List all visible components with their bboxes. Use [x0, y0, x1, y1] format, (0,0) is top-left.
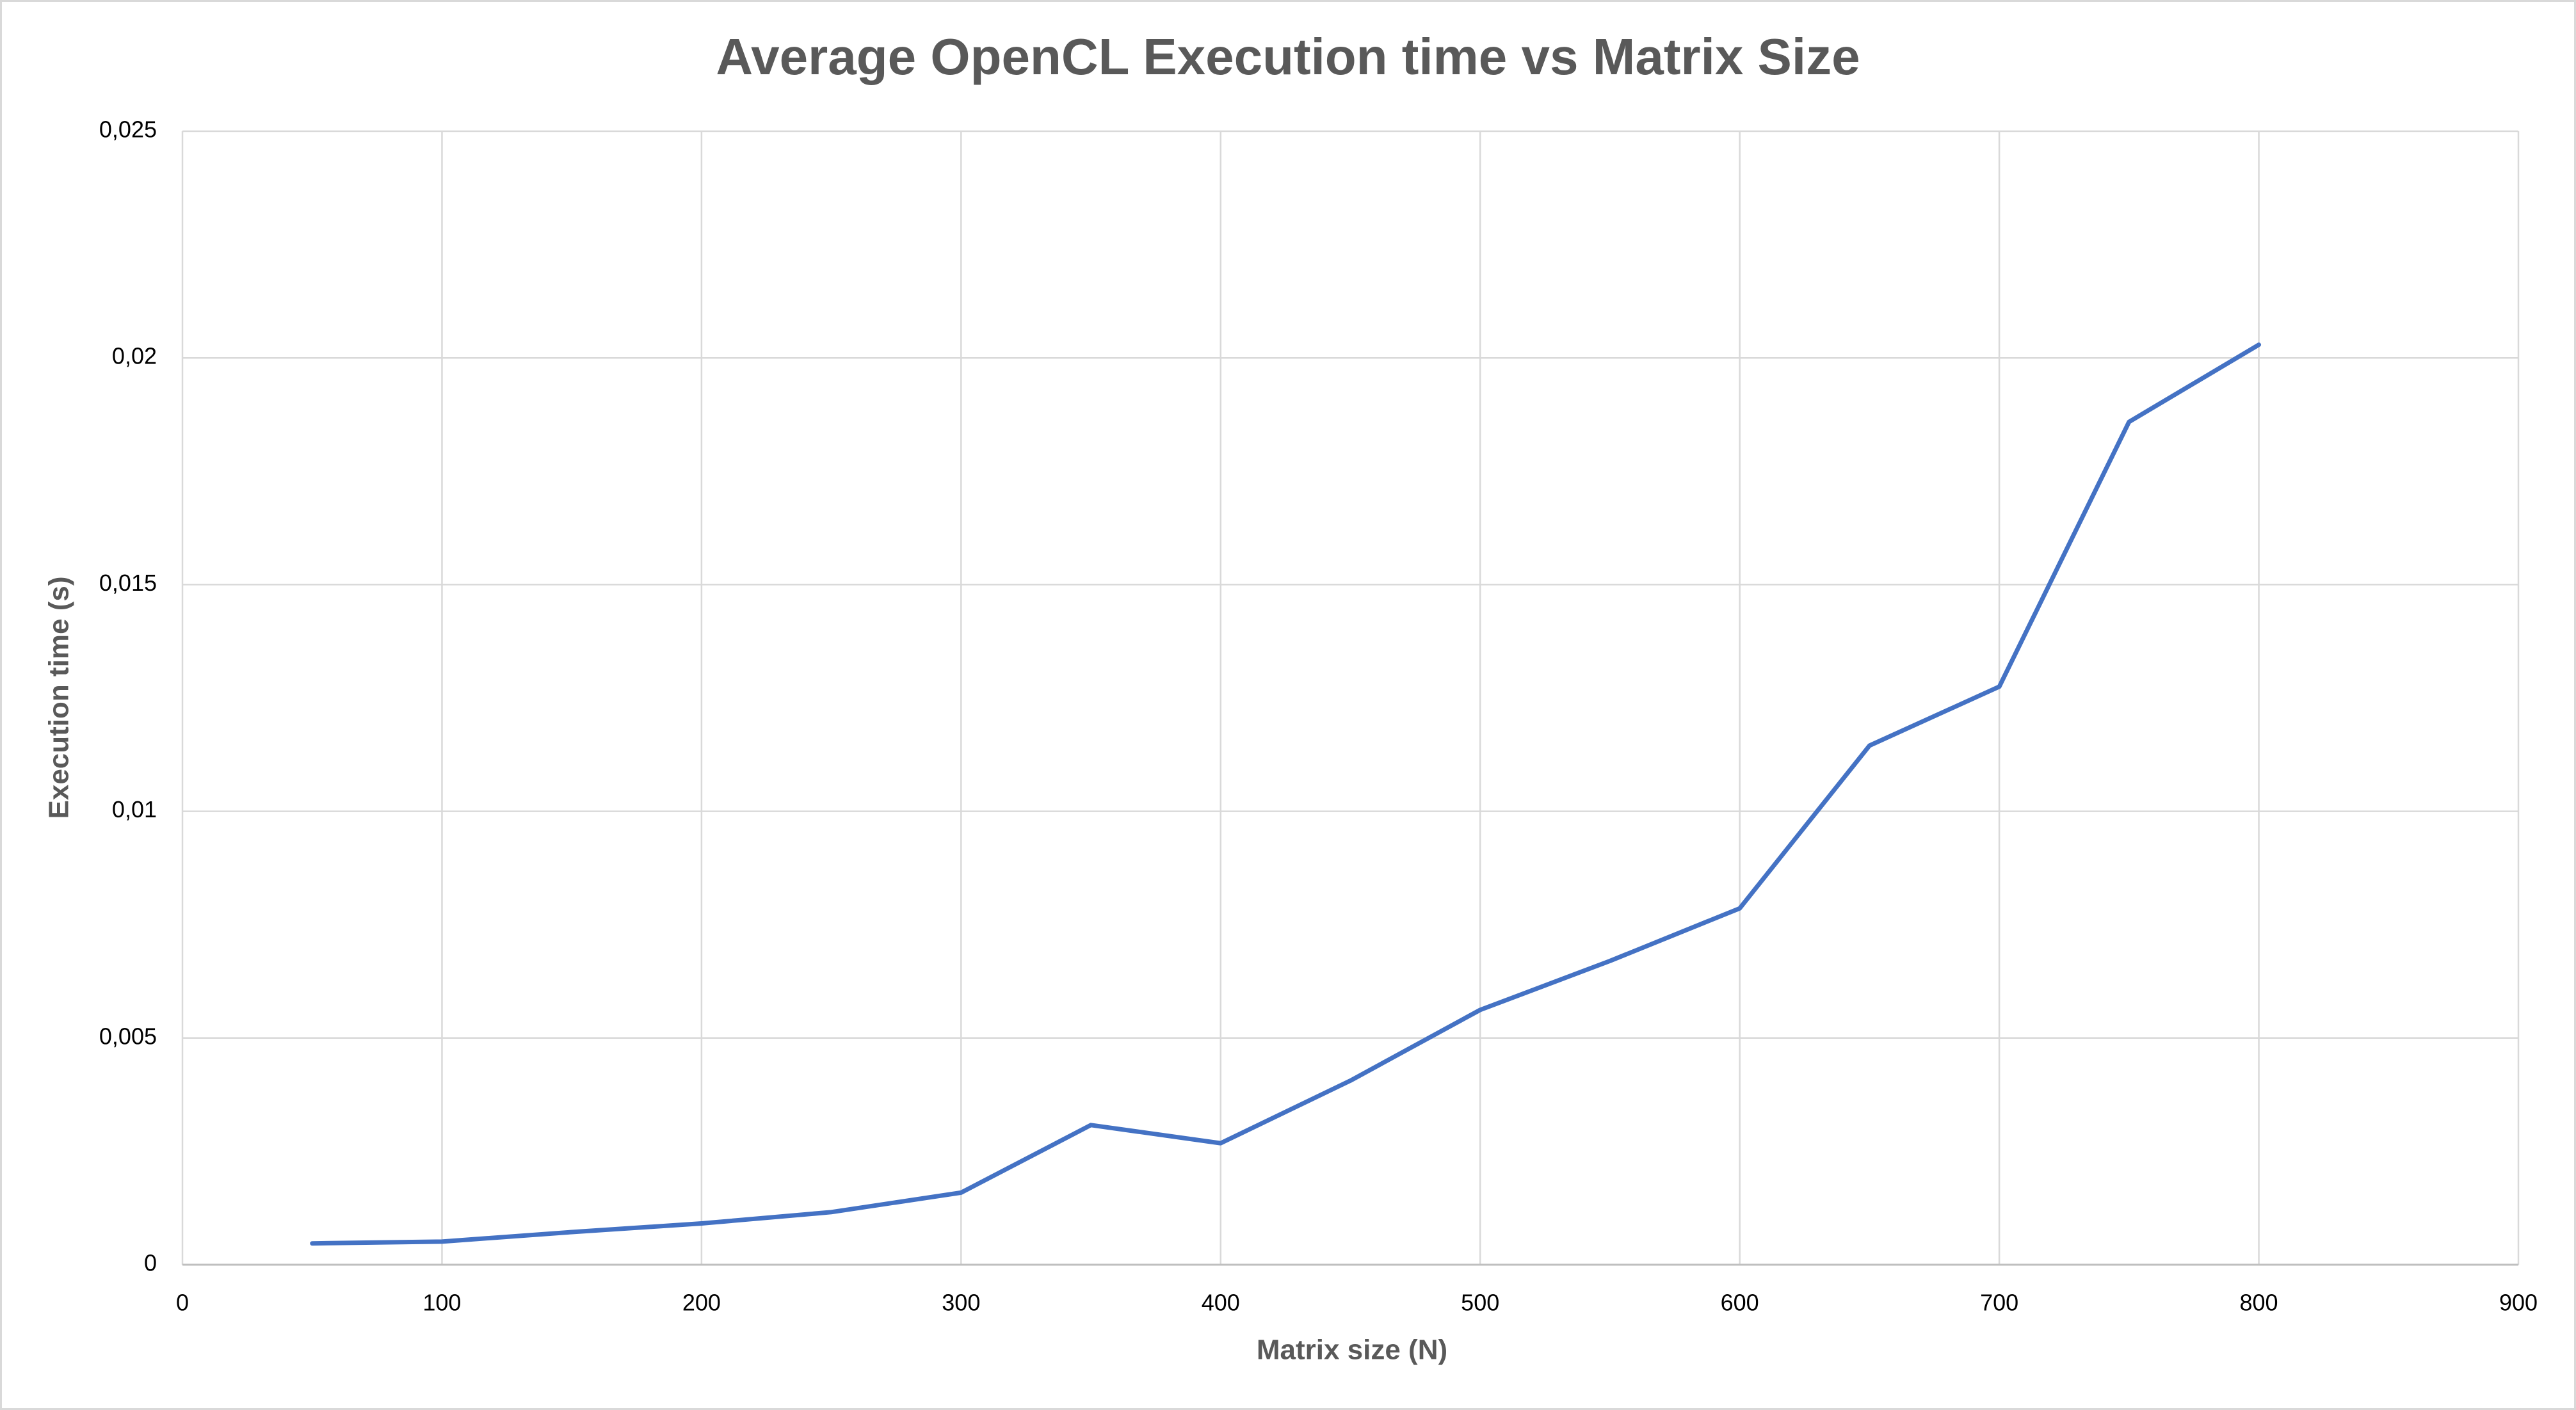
x-tick-label: 400	[1202, 1290, 1240, 1316]
x-tick-label: 500	[1461, 1290, 1499, 1316]
y-tick-label: 0	[144, 1250, 157, 1276]
y-tick-label: 0,025	[99, 116, 157, 143]
x-tick-label: 800	[2240, 1290, 2278, 1316]
x-tick-label: 900	[2499, 1290, 2538, 1316]
x-tick-label: 300	[942, 1290, 980, 1316]
x-tick-label: 100	[423, 1290, 461, 1316]
x-tick-label: 0	[176, 1290, 189, 1316]
y-tick-label: 0,005	[99, 1023, 157, 1049]
chart-title: Average OpenCL Execution time vs Matrix …	[716, 28, 1860, 85]
y-tick-label: 0,015	[99, 570, 157, 596]
x-tick-label: 700	[1980, 1290, 2018, 1316]
y-tick-label: 0,01	[112, 796, 157, 822]
data-line	[310, 342, 2262, 1246]
x-tick-label: 200	[682, 1290, 721, 1316]
y-axis-label: Execution time (s)	[44, 577, 75, 819]
x-axis-label: Matrix size (N)	[1257, 1334, 1447, 1366]
y-tick-label: 0,02	[112, 343, 157, 369]
x-tick-label: 600	[1721, 1290, 1759, 1316]
